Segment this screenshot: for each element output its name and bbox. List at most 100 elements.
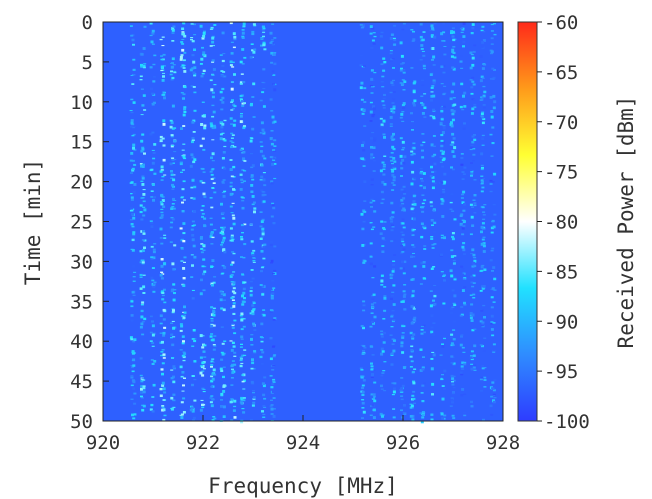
burst [222, 151, 226, 154]
burst [493, 33, 497, 36]
burst [432, 94, 436, 98]
burst [449, 208, 453, 210]
burst [132, 146, 135, 150]
burst [423, 199, 427, 202]
burst [151, 342, 155, 344]
burst [273, 88, 277, 92]
burst [460, 197, 464, 199]
burst [480, 376, 484, 379]
burst [362, 165, 366, 167]
burst [200, 75, 204, 78]
burst [182, 93, 186, 96]
burst [193, 340, 197, 343]
burst [142, 232, 146, 235]
burst [373, 72, 377, 74]
burst [401, 240, 405, 243]
burst [392, 166, 396, 169]
burst [473, 106, 477, 109]
burst [192, 416, 196, 420]
burst [220, 202, 223, 206]
burst [390, 363, 394, 366]
burst [412, 308, 416, 310]
burst [363, 260, 367, 263]
burst [182, 340, 185, 343]
burst [372, 293, 376, 296]
burst [171, 40, 175, 42]
burst [391, 182, 395, 184]
burst [393, 382, 397, 385]
burst [192, 160, 196, 164]
burst [431, 47, 435, 50]
burst [192, 71, 196, 74]
burst [271, 204, 275, 207]
burst [470, 54, 474, 56]
burst [249, 419, 253, 422]
burst [191, 40, 195, 43]
burst [222, 71, 226, 73]
burst [451, 381, 454, 383]
burst [483, 90, 487, 94]
burst [440, 412, 444, 416]
burst [139, 273, 143, 276]
burst [141, 249, 145, 252]
burst [450, 193, 454, 196]
burst [239, 82, 243, 85]
burst [433, 162, 437, 166]
burst [482, 94, 486, 98]
burst [172, 25, 176, 28]
burst [209, 401, 213, 404]
burst [470, 215, 474, 219]
burst [243, 170, 247, 172]
burst [412, 397, 416, 400]
burst [162, 53, 166, 56]
burst [162, 357, 166, 359]
burst [211, 59, 215, 62]
burst [272, 319, 276, 321]
burst [181, 38, 185, 40]
burst [360, 27, 364, 29]
burst [191, 67, 195, 70]
burst [262, 413, 266, 415]
burst [369, 414, 373, 416]
burst [391, 154, 395, 156]
burst [170, 134, 174, 137]
burst [241, 29, 245, 31]
burst [490, 395, 494, 398]
burst [400, 416, 404, 419]
burst [439, 123, 443, 126]
burst [169, 125, 173, 129]
burst [360, 212, 364, 216]
burst [450, 91, 454, 93]
burst [200, 251, 204, 254]
burst [451, 141, 455, 144]
burst [413, 296, 417, 299]
burst [159, 273, 163, 277]
burst [200, 57, 204, 61]
burst [491, 270, 494, 272]
burst [470, 172, 474, 176]
burst [452, 155, 456, 158]
burst [362, 242, 366, 244]
burst [229, 60, 233, 64]
burst [482, 85, 486, 88]
burst [149, 34, 153, 37]
burst [449, 336, 453, 338]
burst [201, 265, 205, 268]
burst [459, 220, 463, 222]
burst [492, 106, 496, 110]
burst [463, 301, 466, 305]
burst [460, 334, 464, 336]
burst [421, 50, 425, 52]
burst [252, 116, 256, 118]
burst [419, 369, 423, 372]
burst [451, 237, 455, 241]
burst [411, 289, 415, 293]
burst [129, 159, 133, 162]
burst [262, 245, 266, 248]
burst [191, 375, 195, 377]
burst [371, 27, 375, 30]
burst [213, 373, 217, 376]
burst [400, 245, 403, 247]
burst [381, 180, 385, 184]
burst [179, 161, 183, 164]
